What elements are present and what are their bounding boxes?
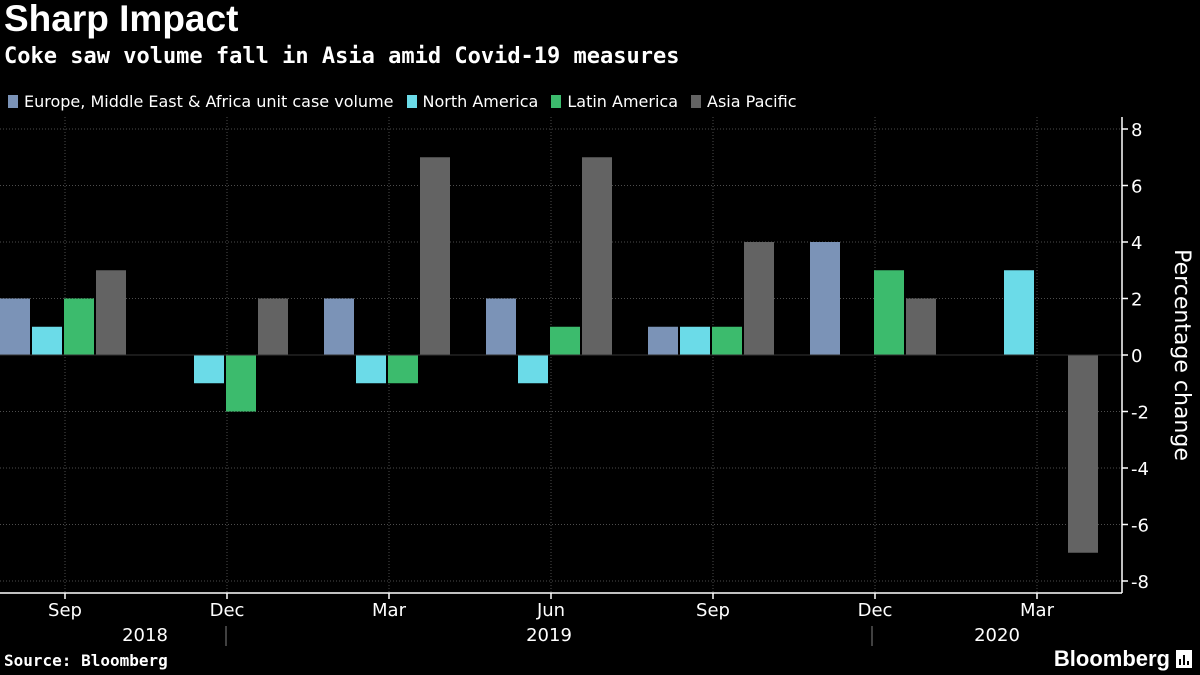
chart-legend: Europe, Middle East & Africa unit case v… <box>8 90 809 112</box>
x-tick-label-3: Jun <box>536 600 565 621</box>
chart-title: Sharp Impact <box>4 0 239 39</box>
bar-0-3 <box>486 298 516 355</box>
bar-3-2 <box>420 157 450 355</box>
x-tick-label-1: Dec <box>210 600 245 621</box>
legend-label-1: North America <box>422 91 539 111</box>
x-tick-label-6: Mar <box>1020 600 1055 621</box>
bar-1-6 <box>1004 270 1034 355</box>
y-tick-label-2: 2 <box>1131 290 1142 311</box>
bar-3-1 <box>258 298 288 355</box>
bar-0-2 <box>324 298 354 355</box>
bar-1-2 <box>356 355 386 384</box>
bloomberg-chart-icon <box>1176 650 1192 668</box>
bar-0-4 <box>648 326 678 355</box>
bar-1-1 <box>194 355 224 384</box>
legend-swatch-3 <box>691 94 702 108</box>
bar-1-4 <box>680 326 710 355</box>
bar-2-1 <box>226 355 256 412</box>
x-year-label-2018: 2018 <box>122 625 168 646</box>
bar-2-0 <box>64 298 94 355</box>
bar-2-4 <box>712 326 742 355</box>
bar-2-5 <box>874 270 904 355</box>
y-tick-label-4: 4 <box>1131 233 1142 254</box>
legend-label-3: Asia Pacific <box>707 91 797 111</box>
y-tick-label-0: 0 <box>1131 346 1142 367</box>
chart-subtitle: Coke saw volume fall in Asia amid Covid-… <box>4 44 680 69</box>
bar-2-2 <box>388 355 418 384</box>
brand-logo: Bloomberg <box>1054 646 1192 672</box>
y-tick-label-6: 6 <box>1131 177 1142 198</box>
x-year-label-2020: 2020 <box>974 625 1020 646</box>
x-tick-label-4: Sep <box>696 600 730 621</box>
bar-3-4 <box>744 242 774 355</box>
legend-item-1: North America <box>406 91 539 111</box>
bar-1-0 <box>32 326 62 355</box>
x-tick-label-0: Sep <box>48 600 82 621</box>
legend-item-2: Latin America <box>551 92 678 111</box>
bar-3-0 <box>96 270 126 355</box>
legend-swatch-1 <box>406 94 417 108</box>
y-tick-label--2: -2 <box>1131 403 1149 424</box>
legend-item-3: Asia Pacific <box>691 92 796 111</box>
y-tick-label--8: -8 <box>1131 572 1149 593</box>
y-tick-label-8: 8 <box>1131 120 1142 141</box>
legend-item-0: Europe, Middle East & Africa unit case v… <box>8 92 394 111</box>
legend-label-2: Latin America <box>567 91 679 111</box>
legend-swatch-0 <box>8 94 18 108</box>
legend-swatch-2 <box>551 94 562 108</box>
bar-0-5 <box>810 242 840 355</box>
bar-1-3 <box>518 355 548 384</box>
y-tick-label--4: -4 <box>1131 459 1149 480</box>
bar-2-3 <box>550 326 580 355</box>
bar-0-0 <box>0 298 30 355</box>
legend-label-0: Europe, Middle East & Africa unit case v… <box>24 91 394 111</box>
bar-3-6 <box>1068 355 1098 553</box>
y-axis-title: Percentage change <box>1169 249 1194 461</box>
bar-3-3 <box>582 157 612 355</box>
x-year-label-2019: 2019 <box>526 625 572 646</box>
y-tick-label--6: -6 <box>1131 516 1149 537</box>
brand-name: Bloomberg <box>1053 646 1170 671</box>
x-tick-label-5: Dec <box>858 600 893 621</box>
bar-3-5 <box>906 298 936 355</box>
x-tick-label-2: Mar <box>372 600 407 621</box>
source-note: Source: Bloomberg <box>4 651 168 670</box>
